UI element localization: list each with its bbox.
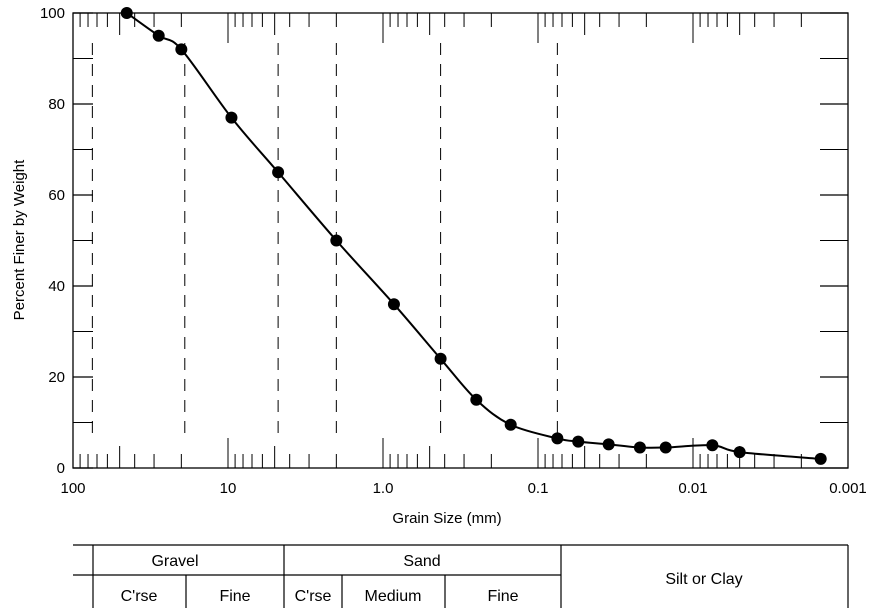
label-gravel-coarse: C'rse [121, 588, 158, 605]
label-sand-medium: Medium [365, 588, 422, 605]
plot-frame [72, 12, 849, 469]
data-point [504, 418, 517, 431]
data-point [602, 438, 615, 451]
y-tick-label: 100 [40, 5, 65, 22]
y-tick-label: 60 [48, 187, 65, 204]
data-point [434, 352, 447, 365]
label-sand: Sand [403, 553, 440, 570]
x-tick-label: 1.0 [373, 480, 394, 497]
data-point [633, 441, 646, 454]
data-points [120, 7, 827, 465]
label-silt-clay: Silt or Clay [665, 571, 742, 588]
data-point [572, 435, 585, 448]
data-point [814, 452, 827, 465]
gradation-curve [126, 12, 821, 460]
x-tick-label: 10 [220, 480, 237, 497]
data-point [733, 446, 746, 459]
x-axis-title: Grain Size (mm) [392, 510, 501, 527]
label-gravel-fine: Fine [219, 588, 250, 605]
y-axis-ticks: 0 20 40 60 80 100 [40, 5, 848, 477]
y-tick-label: 80 [48, 96, 65, 113]
label-sand-coarse: C'rse [295, 588, 332, 605]
y-tick-label: 0 [57, 460, 65, 477]
x-tick-label: 100 [60, 480, 85, 497]
log-minor-ticks [72, 13, 849, 468]
data-point [330, 234, 343, 247]
y-tick-label: 40 [48, 278, 65, 295]
data-point [152, 29, 165, 42]
classification-boundary-lines [91, 43, 558, 440]
x-tick-label: 0.1 [528, 480, 549, 497]
data-point [387, 298, 400, 311]
data-point [470, 393, 483, 406]
y-axis-title: Percent Finer by Weight [11, 159, 28, 320]
soil-classification-table [73, 544, 849, 608]
label-sand-fine: Fine [487, 588, 518, 605]
x-tick-label: 0.001 [829, 480, 867, 497]
data-point [551, 432, 564, 445]
x-tick-label: 0.01 [678, 480, 707, 497]
data-point [659, 441, 672, 454]
label-gravel: Gravel [151, 553, 198, 570]
data-point [272, 166, 285, 179]
data-point [225, 111, 238, 124]
y-tick-label: 20 [48, 369, 65, 386]
data-point [175, 43, 188, 56]
data-point [706, 439, 719, 452]
x-axis-ticks: 100 10 1.0 0.1 0.01 0.001 [60, 480, 866, 497]
data-point [120, 7, 133, 19]
